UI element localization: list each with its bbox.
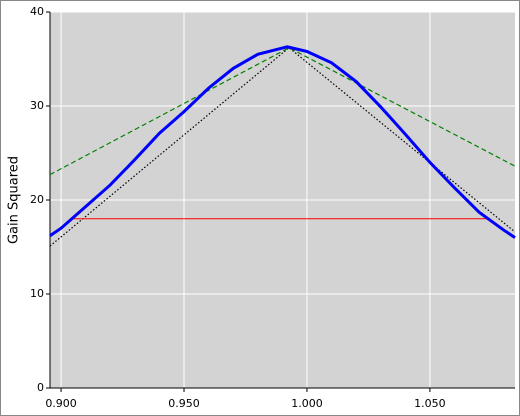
y-tick-label: 40: [30, 5, 44, 18]
y-tick-label: 10: [30, 287, 44, 300]
y-axis-label: Gain Squared: [7, 156, 22, 244]
x-tick-label: 1.050: [414, 397, 446, 410]
x-tick-label: 0.900: [45, 397, 77, 410]
y-tick-label: 30: [30, 99, 44, 112]
x-tick-label: 0.950: [168, 397, 200, 410]
y-tick-label: 20: [30, 193, 44, 206]
x-tick-label: 1.000: [291, 397, 323, 410]
y-tick-label: 0: [37, 381, 44, 394]
series-line: [49, 47, 516, 176]
series-line: [49, 45, 516, 239]
